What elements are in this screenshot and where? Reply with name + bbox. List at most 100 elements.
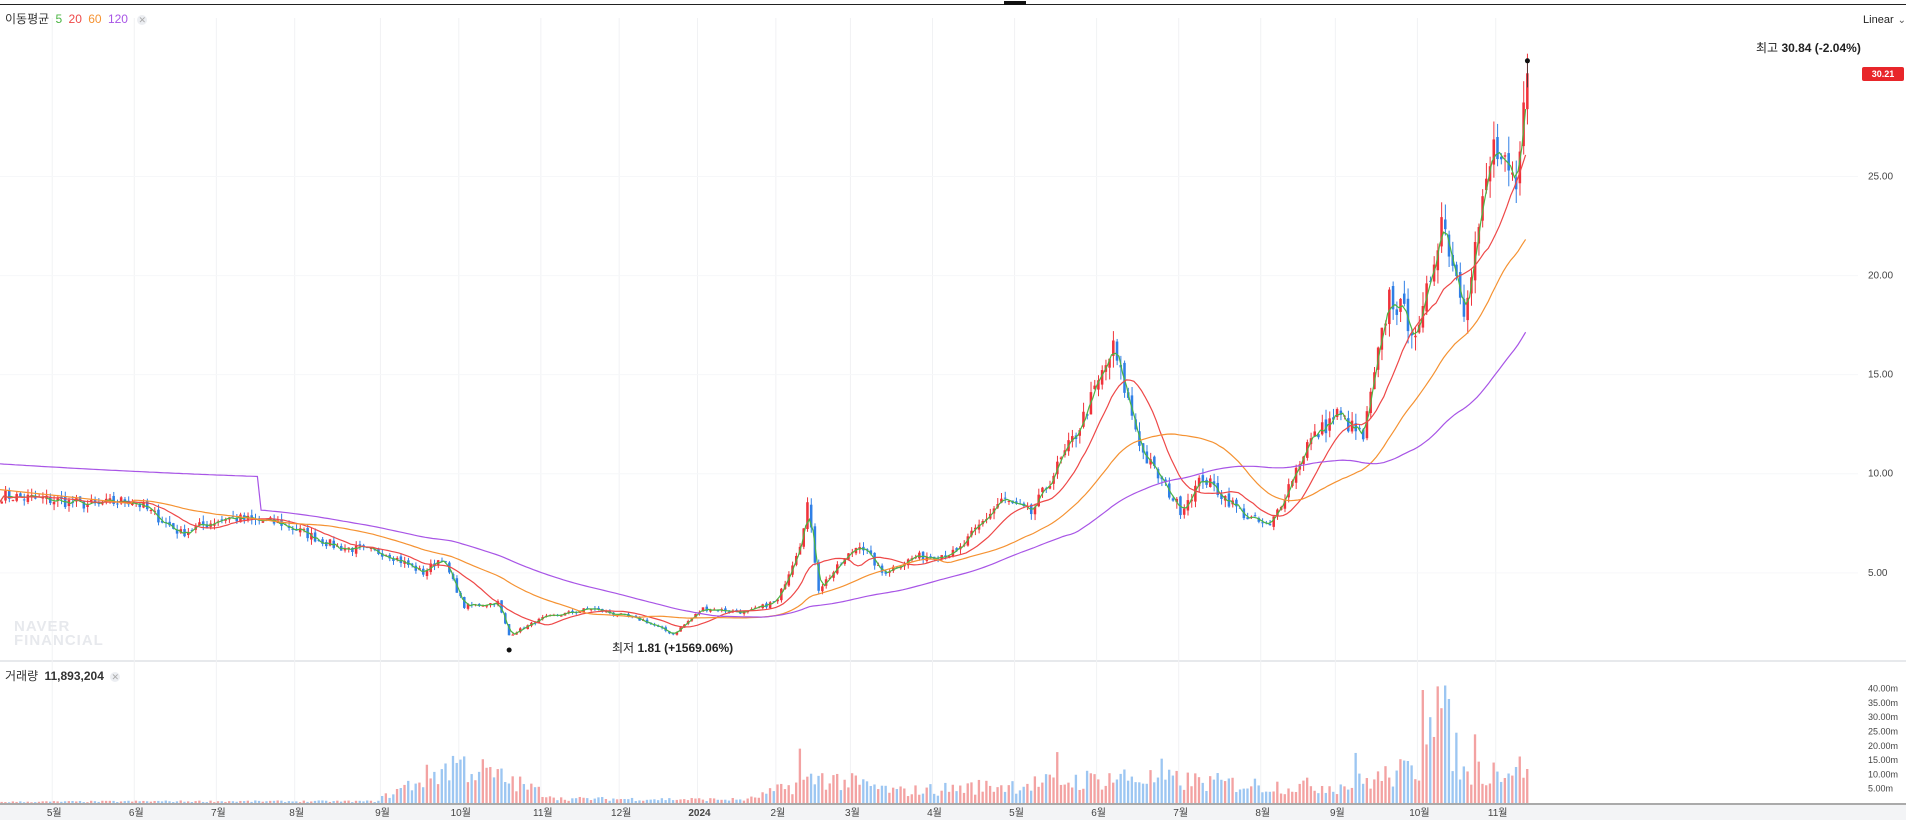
volume-bar: [1108, 773, 1111, 803]
candle-body: [175, 529, 179, 534]
time-tick-label: 10월: [1409, 807, 1429, 819]
volume-bar: [485, 767, 488, 803]
volume-bar: [836, 773, 839, 803]
time-tick-label: 6월: [1091, 807, 1106, 819]
volume-axis: 5.00m 10.00m 15.00m 20.00m 25.00m 30.00m 35.00…: [1868, 684, 1898, 794]
ma-60-label: 60: [88, 12, 102, 26]
candle-body: [1059, 457, 1063, 460]
volume-bar: [1022, 786, 1025, 803]
candle-body: [101, 503, 104, 505]
low-annotation: 최저 1.81 (+1569.06%): [612, 639, 733, 656]
volume-bar: [1287, 788, 1290, 803]
candle-body: [1194, 485, 1197, 502]
pane-resize-handle[interactable]: [1004, 1, 1026, 5]
volume-bar: [757, 797, 761, 803]
high-annotation: 최고 30.84 (-2.04%): [1756, 39, 1861, 56]
ma-legend[interactable]: 이동평균 5 20 60 120 ✕: [5, 10, 150, 27]
time-tick-label: 3월: [845, 807, 860, 819]
volume-bar: [783, 789, 787, 803]
volume-bar: [880, 785, 884, 803]
low-value: 1.81 (+1569.06%): [637, 641, 734, 655]
candle-body: [597, 607, 600, 610]
candle-body: [11, 500, 15, 502]
candle-body: [824, 579, 828, 586]
volume-bar: [1466, 771, 1469, 803]
volume-bar: [731, 797, 734, 803]
close-icon[interactable]: ✕: [110, 672, 121, 682]
volume-bar: [291, 801, 294, 803]
candle-body: [325, 542, 328, 547]
volume-bar: [52, 801, 56, 803]
volume-bar: [425, 764, 429, 803]
volume-bar: [668, 798, 671, 803]
volume-bar: [504, 781, 507, 803]
volume-bar: [716, 799, 719, 803]
volume-bar: [974, 794, 977, 803]
candle-body: [675, 631, 679, 635]
close-icon[interactable]: ✕: [137, 15, 148, 25]
volume-legend[interactable]: 거래량 11,893,204 ✕: [5, 667, 123, 684]
volume-bar: [82, 802, 85, 803]
volume-bar: [1455, 732, 1458, 803]
candle-body: [112, 495, 115, 504]
candle-body: [190, 529, 194, 531]
volume-bar: [179, 800, 182, 803]
price-tick-label: 25.00: [1868, 172, 1893, 183]
volume-bar: [1511, 775, 1514, 803]
volume-bar: [1209, 776, 1212, 803]
volume-bar: [929, 784, 932, 803]
candle-body: [1395, 309, 1399, 315]
volume-bar: [1160, 758, 1163, 803]
volume-tick-label: 10.00m: [1868, 769, 1898, 779]
volume-bar: [1041, 782, 1044, 803]
candle-body: [1499, 156, 1503, 160]
volume-bar: [817, 775, 820, 803]
volume-bar: [709, 798, 712, 803]
candle-body: [354, 545, 358, 554]
volume-bar: [768, 788, 772, 803]
volume-bar: [451, 755, 455, 803]
candle-body: [52, 501, 56, 505]
volume-bar: [1250, 786, 1253, 803]
volume-bar: [1074, 774, 1078, 803]
volume-bar: [1067, 782, 1070, 803]
candle-body: [1320, 422, 1324, 435]
volume-bar: [1242, 788, 1245, 803]
candle-body: [1149, 459, 1152, 465]
volume-bar: [1145, 783, 1148, 803]
volume-bar: [1279, 793, 1283, 803]
candle-body: [168, 521, 171, 526]
candle-body: [1440, 217, 1443, 247]
scale-mode-value: Linear: [1863, 14, 1894, 26]
candle-body: [321, 539, 324, 544]
candle-body: [1003, 497, 1007, 499]
volume-bar: [142, 800, 145, 803]
scale-mode-dropdown[interactable]: Linear ⌄: [1863, 14, 1906, 26]
naver-financial-watermark: NAVER FINANCIAL: [14, 618, 104, 649]
time-tick-label: 2월: [770, 807, 785, 819]
volume-bar: [492, 777, 496, 803]
volume-bar: [112, 800, 115, 803]
volume-bar: [373, 802, 376, 803]
candle-body: [560, 615, 563, 617]
volume-bar: [850, 773, 854, 803]
volume-bar: [187, 801, 190, 803]
volume-bar: [567, 800, 570, 803]
volume-bar: [1514, 766, 1518, 803]
volume-bar: [1268, 791, 1272, 803]
volume-bar: [586, 798, 589, 803]
candle-body: [93, 499, 97, 504]
candle-body: [1145, 451, 1149, 464]
volume-bar: [1436, 686, 1439, 803]
volume-bar: [1309, 786, 1313, 803]
candle-body: [1164, 479, 1167, 483]
candle-body: [19, 493, 22, 497]
volume-bar: [280, 800, 283, 803]
candle-body: [1447, 234, 1451, 257]
volume-bar: [198, 800, 201, 803]
candle-body: [511, 634, 515, 636]
volume-bar: [228, 801, 231, 803]
volume-bar: [1179, 785, 1182, 803]
volume-bar: [414, 783, 417, 803]
volume-bar: [254, 800, 257, 803]
